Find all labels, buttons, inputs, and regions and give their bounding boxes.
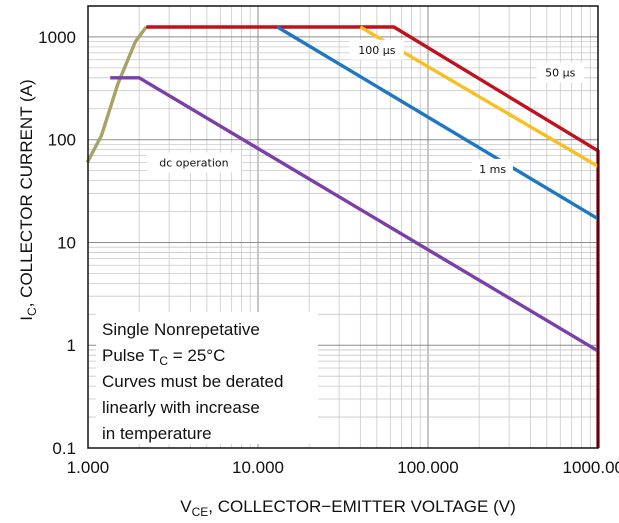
y-tick-label: 100 <box>48 131 76 150</box>
curve-label: 1 ms <box>479 163 506 176</box>
curve-label: 100 µs <box>358 44 395 57</box>
y-axis-title-sub: C <box>25 307 39 316</box>
y-axis-title: IC, COLLECTOR CURRENT (A) <box>17 79 39 320</box>
y-tick-label: 0.1 <box>52 439 76 458</box>
x-axis-title-main: V <box>180 497 192 516</box>
series-line-boundary-0 <box>85 25 148 164</box>
x-tick-label: 1000.000 <box>563 458 619 477</box>
y-tick-label: 1000 <box>38 28 76 47</box>
curve-label-bg <box>349 39 404 60</box>
note-line: Pulse TC = 25°C <box>102 346 225 368</box>
x-axis-title-sub: CE <box>192 505 209 519</box>
series-line-1-ms <box>276 25 599 221</box>
y-axis-title-rest: , COLLECTOR CURRENT (A) <box>17 79 36 307</box>
y-tick-label: 10 <box>57 233 76 252</box>
curve-label-bg <box>472 158 514 179</box>
curve-label-bg <box>146 152 242 173</box>
note-line: in temperature <box>102 424 212 443</box>
note-line: Single Nonrepetative <box>102 320 260 339</box>
plot-frame <box>87 5 599 449</box>
y-tick-label: 1 <box>67 336 76 355</box>
x-tick-label: 100.000 <box>397 458 458 477</box>
note-text: = 25°C <box>168 346 225 365</box>
note-text: in temperature <box>102 424 212 443</box>
tick-labels: 1.000 10.000 100.000 1000.000 0.1 1 10 100 1000 <box>38 28 619 477</box>
curve-label-bg <box>536 62 585 83</box>
note-line: Curves must be derated <box>102 372 283 391</box>
curve-labels: 100 µs 50 µs 1 ms dc operation <box>146 39 585 179</box>
note-text: Pulse T <box>102 346 159 365</box>
note-text: Single Nonrepetative <box>102 320 260 339</box>
note-line: linearly with increase <box>102 398 260 417</box>
x-tick-label: 10.000 <box>232 458 284 477</box>
note-box: Single Nonrepetative Pulse TC = 25°C Curve… <box>96 312 318 444</box>
grid <box>88 6 598 448</box>
series-line-dc-operation <box>110 76 599 353</box>
x-axis-title-rest: , COLLECTOR−EMITTER VOLTAGE (V) <box>208 497 515 516</box>
note-text: linearly with increase <box>102 398 260 417</box>
note-text: C <box>159 354 168 368</box>
note-background <box>96 312 318 444</box>
x-axis-title: VCE, COLLECTOR−EMITTER VOLTAGE (V) <box>180 497 516 519</box>
note-text: Curves must be derated <box>102 372 283 391</box>
curve-label: 50 µs <box>545 67 575 80</box>
curve-label: dc operation <box>159 157 228 170</box>
y-axis-title-main: I <box>17 316 36 321</box>
x-tick-label: 1.000 <box>67 458 110 477</box>
